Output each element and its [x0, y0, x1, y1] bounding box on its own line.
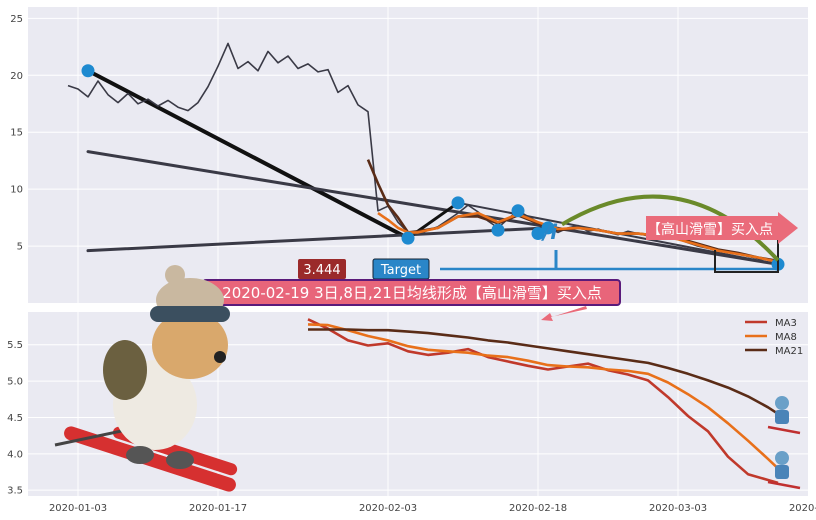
- buy-arrow: [646, 212, 798, 244]
- price-series-ma-orange: [377, 211, 779, 264]
- dog-hat-pompom: [165, 265, 185, 285]
- x-tick-label: 2020-02-03: [359, 503, 417, 514]
- legend-label: MA21: [775, 346, 803, 357]
- legend-label: MA8: [775, 332, 797, 343]
- price-y-tick-label: 5: [17, 242, 23, 253]
- mark-label: /i: [541, 220, 558, 244]
- pivot-marker: [451, 196, 465, 210]
- trendline: [86, 150, 780, 266]
- ma-y-tick-label: 4.0: [7, 449, 23, 460]
- skier-ski: [767, 425, 801, 435]
- trendline: [86, 68, 410, 241]
- trendline: [86, 226, 550, 253]
- value-label: 3.444: [303, 263, 340, 278]
- ma-y-tick-label: 3.5: [7, 486, 23, 497]
- pivot-marker: [541, 221, 555, 235]
- ma-series-ma8: [307, 323, 779, 470]
- small-skier-icon: [767, 396, 801, 435]
- dog-boot-left: [126, 446, 154, 464]
- decoration-layer: [54, 265, 801, 492]
- target-label: Target: [380, 263, 421, 278]
- ma-series-ma21: [308, 328, 779, 415]
- dog-head: [152, 311, 228, 379]
- pivot-marker: [511, 204, 525, 218]
- price-y-tick-label: 25: [10, 14, 23, 25]
- price-y-tick-label: 20: [10, 71, 23, 82]
- ma-y-tick-label: 4.5: [7, 413, 23, 424]
- ma-series-ma3: [307, 318, 779, 485]
- ma-y-tick-label: 5.0: [7, 377, 23, 388]
- price-panel: 5 10 15 20 25: [10, 7, 808, 303]
- skiing-dog-illustration: [54, 265, 238, 492]
- ma-legend: MA3 MA8 MA21: [745, 318, 803, 357]
- ma-y-tick-label: 5.5: [7, 340, 23, 351]
- pivot-marker: [401, 231, 415, 245]
- bracket-box: [714, 232, 779, 273]
- value-box: [298, 259, 346, 279]
- x-tick-label: 2020-01-17: [189, 503, 247, 514]
- skier-body: [775, 410, 789, 424]
- skier-body: [775, 465, 789, 479]
- x-tick-label: 2020-03-03: [649, 503, 707, 514]
- skier-head: [775, 396, 789, 410]
- x-tick-label: 2020-03-17: [789, 503, 816, 514]
- skier-ski: [767, 480, 801, 490]
- pointer-arrow: [541, 306, 587, 321]
- annotation-layer: /i 3.444 Target 【高山滑雪】买入点 2020-02-19 3日,8日,2…: [202, 194, 798, 321]
- signal-text: 2020-02-19 3日,8日,21日均线形成【高山滑雪】买入点: [222, 284, 602, 302]
- pivot-marker: [81, 64, 95, 78]
- price-y-tick-label: 15: [10, 128, 23, 139]
- dog-nose: [214, 351, 226, 363]
- x-tick-label: 2020-01-03: [49, 503, 107, 514]
- skier-head: [775, 451, 789, 465]
- small-skier-icon: [767, 451, 801, 490]
- dog-goggles: [150, 306, 230, 322]
- legend-label: MA3: [775, 318, 797, 329]
- price-y-tick-label: 10: [10, 185, 23, 196]
- x-tick-label: 2020-02-18: [509, 503, 567, 514]
- dog-backpack: [103, 340, 147, 400]
- dog-boot-right: [166, 451, 194, 469]
- pivot-marker: [491, 223, 505, 237]
- pivot-marker: [531, 227, 545, 241]
- buy-label: 【高山滑雪】买入点: [647, 221, 773, 238]
